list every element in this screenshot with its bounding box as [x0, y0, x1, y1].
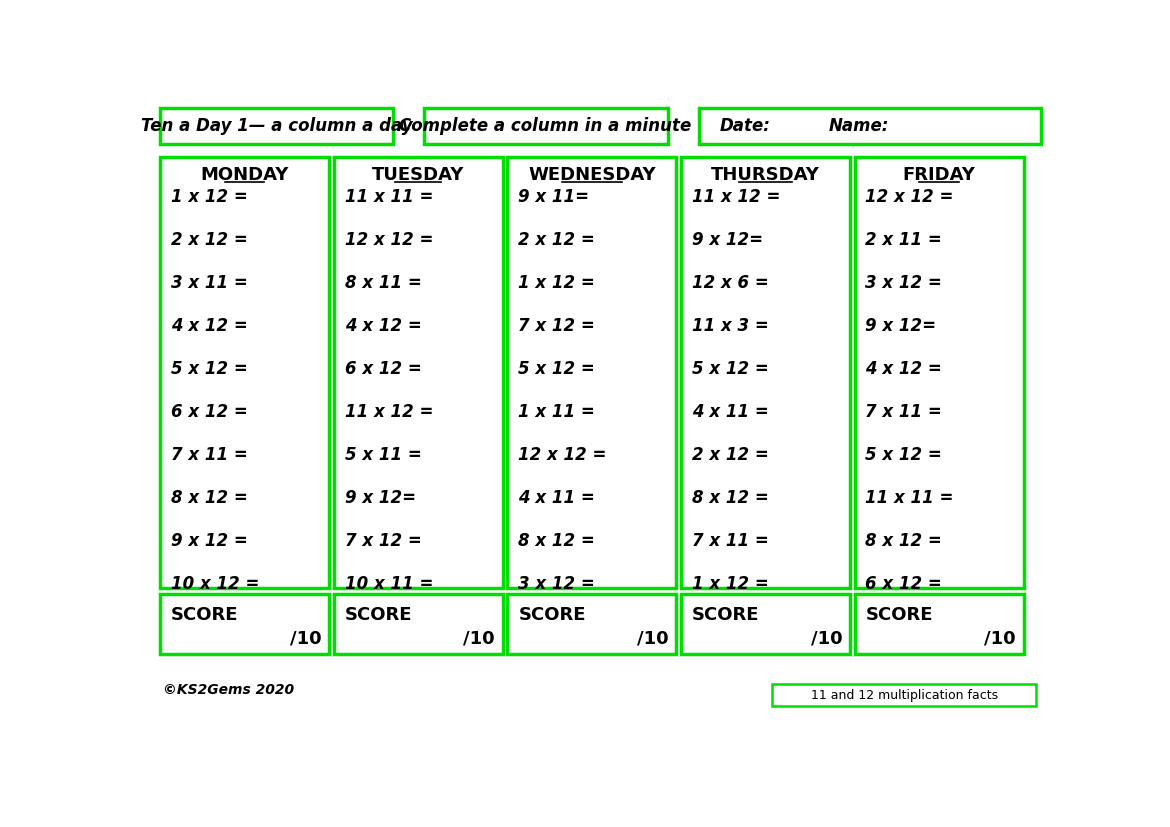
Text: 4 x 12 =: 4 x 12 =: [866, 360, 942, 378]
Bar: [333, 594, 503, 653]
Text: Ten a Day 1— a column a day: Ten a Day 1— a column a day: [140, 117, 412, 135]
Text: SCORE: SCORE: [171, 605, 239, 624]
Bar: [160, 157, 329, 588]
Bar: [854, 594, 1024, 653]
Bar: [508, 157, 676, 588]
Text: 9 x 12=: 9 x 12=: [866, 317, 936, 335]
Text: 4 x 12 =: 4 x 12 =: [171, 317, 248, 335]
Text: /10: /10: [811, 629, 842, 648]
Text: 12 x 12 =: 12 x 12 =: [866, 188, 954, 206]
Bar: [333, 157, 503, 588]
Text: 11 x 11 =: 11 x 11 =: [345, 188, 433, 206]
Text: 1 x 11 =: 1 x 11 =: [518, 403, 596, 421]
Text: /10: /10: [984, 629, 1016, 648]
Bar: [508, 594, 676, 653]
Text: Complete a column in a minute: Complete a column in a minute: [399, 117, 691, 135]
Text: 1 x 12 =: 1 x 12 =: [171, 188, 248, 206]
Text: THURSDAY: THURSDAY: [711, 166, 820, 184]
Text: 5 x 12 =: 5 x 12 =: [691, 360, 769, 378]
Text: 8 x 12 =: 8 x 12 =: [518, 532, 596, 550]
Text: 3 x 12 =: 3 x 12 =: [518, 575, 596, 593]
Text: SCORE: SCORE: [345, 605, 412, 624]
Text: 4 x 12 =: 4 x 12 =: [345, 317, 421, 335]
Text: 3 x 12 =: 3 x 12 =: [866, 274, 942, 292]
Text: 11 and 12 multiplication facts: 11 and 12 multiplication facts: [811, 689, 998, 702]
Text: 9 x 11=: 9 x 11=: [518, 188, 590, 206]
Text: 8 x 11 =: 8 x 11 =: [345, 274, 421, 292]
Text: 11 x 3 =: 11 x 3 =: [691, 317, 769, 335]
Text: 2 x 12 =: 2 x 12 =: [171, 231, 248, 249]
Text: 10 x 11 =: 10 x 11 =: [345, 575, 433, 593]
Bar: [424, 108, 668, 144]
Text: 6 x 12 =: 6 x 12 =: [171, 403, 248, 421]
Text: 2 x 12 =: 2 x 12 =: [691, 446, 769, 464]
Text: 1 x 12 =: 1 x 12 =: [691, 575, 769, 593]
Text: 7 x 11 =: 7 x 11 =: [866, 403, 942, 421]
Text: /10: /10: [463, 629, 495, 648]
Text: 6 x 12 =: 6 x 12 =: [345, 360, 421, 378]
Text: 3 x 11 =: 3 x 11 =: [171, 274, 248, 292]
Bar: [681, 157, 849, 588]
Text: 12 x 6 =: 12 x 6 =: [691, 274, 769, 292]
Text: 7 x 12 =: 7 x 12 =: [345, 532, 421, 550]
Bar: [160, 594, 329, 653]
Text: 9 x 12 =: 9 x 12 =: [171, 532, 248, 550]
Text: 12 x 12 =: 12 x 12 =: [518, 446, 606, 464]
Text: 5 x 12 =: 5 x 12 =: [518, 360, 596, 378]
Text: FRIDAY: FRIDAY: [902, 166, 976, 184]
Text: 7 x 11 =: 7 x 11 =: [171, 446, 248, 464]
Text: 10 x 12 =: 10 x 12 =: [171, 575, 260, 593]
Text: /10: /10: [290, 629, 322, 648]
Text: ©KS2Gems 2020: ©KS2Gems 2020: [164, 683, 295, 697]
Text: TUESDAY: TUESDAY: [372, 166, 464, 184]
Text: Date:: Date:: [720, 117, 771, 135]
Text: WEDNESDAY: WEDNESDAY: [528, 166, 655, 184]
Text: 9 x 12=: 9 x 12=: [345, 489, 415, 507]
Text: 6 x 12 =: 6 x 12 =: [866, 575, 942, 593]
Text: 7 x 12 =: 7 x 12 =: [518, 317, 596, 335]
Text: 7 x 11 =: 7 x 11 =: [691, 532, 769, 550]
Text: 2 x 11 =: 2 x 11 =: [866, 231, 942, 249]
Text: Name:: Name:: [828, 117, 889, 135]
Text: 12 x 12 =: 12 x 12 =: [345, 231, 433, 249]
Text: 5 x 11 =: 5 x 11 =: [345, 446, 421, 464]
Text: 1 x 12 =: 1 x 12 =: [518, 274, 596, 292]
Text: 8 x 12 =: 8 x 12 =: [866, 532, 942, 550]
Text: /10: /10: [636, 629, 668, 648]
Text: 4 x 11 =: 4 x 11 =: [691, 403, 769, 421]
Text: 5 x 12 =: 5 x 12 =: [171, 360, 248, 378]
Text: MONDAY: MONDAY: [200, 166, 289, 184]
Text: 11 x 11 =: 11 x 11 =: [866, 489, 954, 507]
Text: SCORE: SCORE: [691, 605, 759, 624]
Text: 2 x 12 =: 2 x 12 =: [518, 231, 596, 249]
Text: 11 x 12 =: 11 x 12 =: [691, 188, 780, 206]
Bar: [854, 157, 1024, 588]
Bar: [160, 108, 393, 144]
Text: 9 x 12=: 9 x 12=: [691, 231, 763, 249]
Text: 4 x 11 =: 4 x 11 =: [518, 489, 596, 507]
Text: 8 x 12 =: 8 x 12 =: [171, 489, 248, 507]
Text: 11 x 12 =: 11 x 12 =: [345, 403, 433, 421]
Text: 5 x 12 =: 5 x 12 =: [866, 446, 942, 464]
Bar: [772, 685, 1035, 706]
Bar: [698, 108, 1041, 144]
Text: SCORE: SCORE: [866, 605, 932, 624]
Text: SCORE: SCORE: [518, 605, 586, 624]
Text: 8 x 12 =: 8 x 12 =: [691, 489, 769, 507]
Bar: [681, 594, 849, 653]
